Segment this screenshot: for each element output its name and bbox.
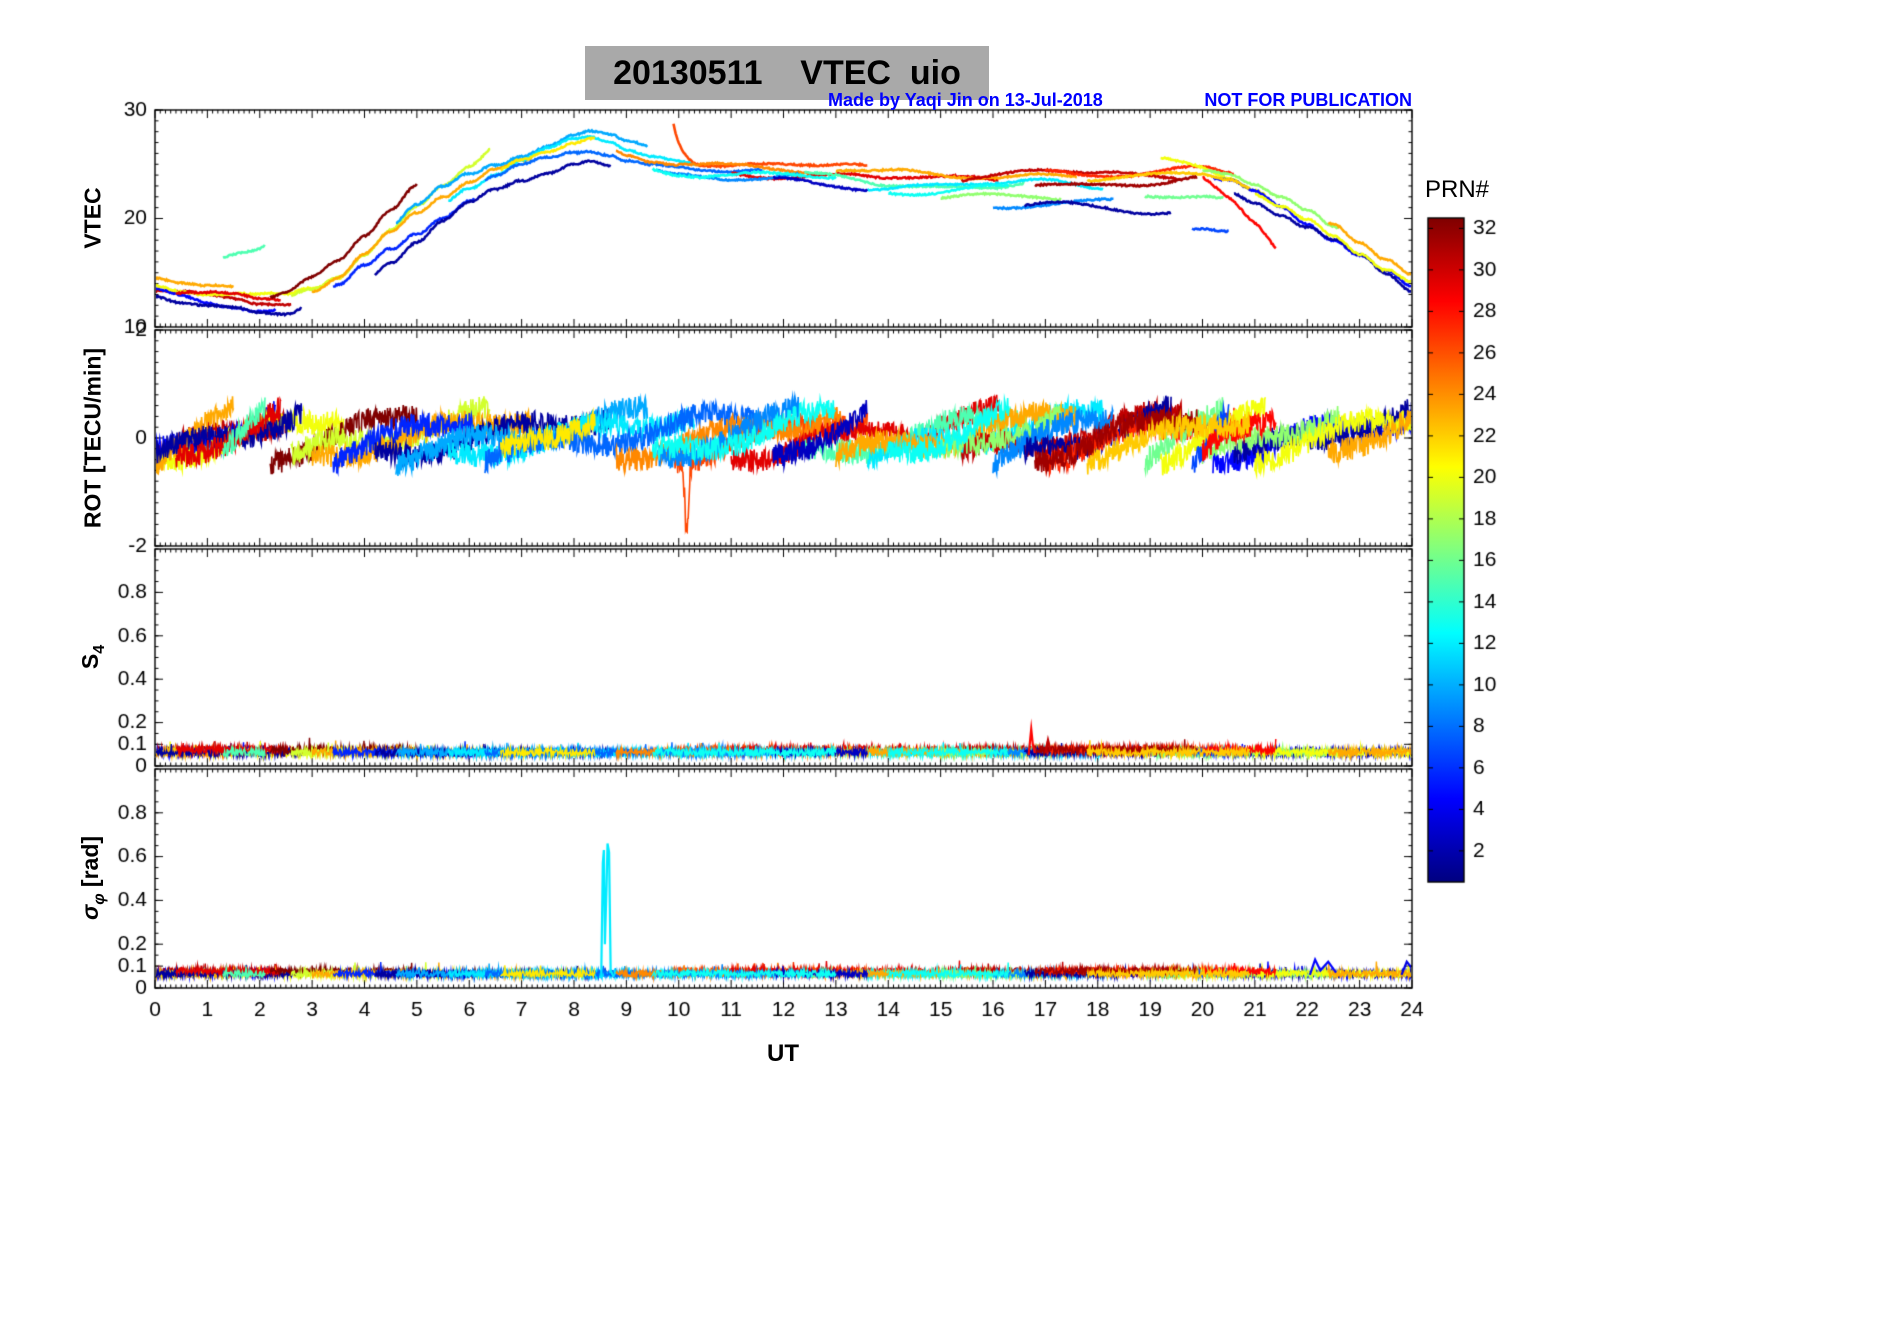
subtitle: Made by Yaqi Jin on 13-Jul-2018 NOT FOR …	[828, 90, 1412, 111]
ylabel-vtec: VTEC	[79, 187, 106, 249]
credit-text: Made by Yaqi Jin on 13-Jul-2018	[828, 90, 1103, 110]
ylabel-rot: ROT [TECU/min]	[79, 347, 106, 529]
not-for-publication-text: NOT FOR PUBLICATION	[1204, 90, 1412, 110]
plot-title: 20130511 VTEC uio	[585, 46, 989, 100]
sigma-symbol: σ	[77, 904, 104, 921]
ylabel-s4: S4	[77, 645, 109, 669]
ylabel-sigma-phi: σφ [rad]	[77, 836, 109, 920]
rad-unit: [rad]	[77, 835, 104, 894]
colorbar-label: PRN#	[1424, 176, 1490, 203]
s4-symbol: S	[77, 653, 104, 670]
s4-subscript: 4	[89, 644, 108, 654]
phi-subscript: φ	[89, 893, 108, 905]
xlabel-ut: UT	[767, 1040, 799, 1067]
